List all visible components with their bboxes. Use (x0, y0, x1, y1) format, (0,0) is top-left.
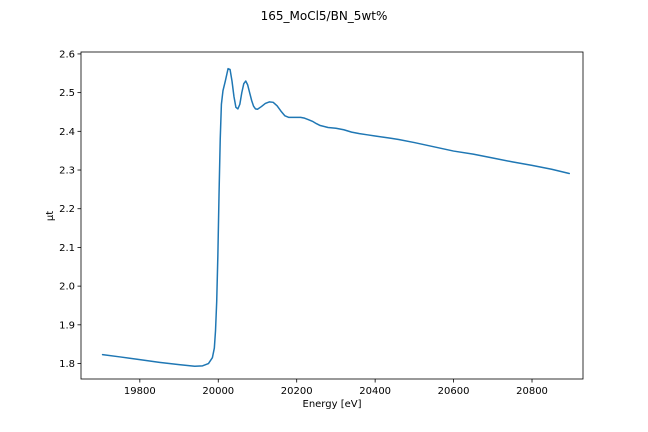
x-tick-label: 19800 (124, 386, 156, 397)
y-tick-label: 2.1 (59, 243, 75, 254)
y-axis-label: μt (45, 211, 56, 221)
y-tick-label: 2.4 (59, 127, 75, 138)
y-axis-ticks: 1.8 1.9 2.0 2.1 2.2 2.3 2.4 2.5 2.6 (59, 49, 81, 370)
y-tick-label: 2.3 (59, 166, 75, 177)
x-tick-label: 20800 (516, 386, 548, 397)
series-line-0 (101, 67, 571, 367)
y-tick-label: 2.6 (59, 49, 75, 60)
y-tick-label: 2.2 (59, 204, 75, 215)
x-axis-label: Energy [eV] (303, 399, 362, 410)
x-axis-ticks: 19800 20000 20200 20400 20600 20800 (124, 379, 548, 397)
x-tick-label: 20400 (359, 386, 391, 397)
x-tick-label: 20600 (438, 386, 470, 397)
y-tick-label: 1.9 (59, 320, 75, 331)
x-tick-label: 20000 (202, 386, 234, 397)
y-tick-label: 2.5 (59, 88, 75, 99)
plot-frame (80, 51, 584, 380)
y-tick-label: 2.0 (59, 282, 75, 293)
chart-title: 165_MoCl5/BN_5wt% (261, 9, 388, 23)
plot-area (80, 51, 584, 380)
y-tick-label: 1.8 (59, 359, 75, 370)
x-tick-label: 20200 (281, 386, 313, 397)
